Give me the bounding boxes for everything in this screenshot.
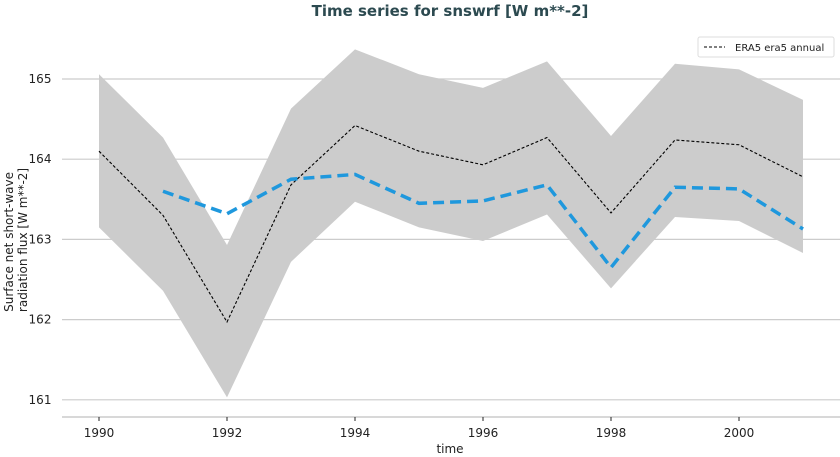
y-axis-label-line-2: radiation flux [W m**-2] xyxy=(16,168,30,312)
legend-label-era5: ERA5 era5 annual xyxy=(735,43,824,54)
x-axis-label: time xyxy=(436,442,463,456)
y-axis-label-line-1: Surface net short-wave xyxy=(2,172,16,312)
x-tick-label: 1994 xyxy=(340,426,371,440)
uncertainty-band xyxy=(99,49,803,398)
y-tick-label: 163 xyxy=(29,232,52,246)
series-line-0 xyxy=(98,124,804,324)
x-tick-label: 1998 xyxy=(596,426,627,440)
y-tick-label: 165 xyxy=(29,72,52,86)
y-tick-label: 162 xyxy=(29,313,52,327)
y-axis-label: Surface net short-wave radiation flux [W… xyxy=(2,168,30,312)
x-tick-label: 2000 xyxy=(724,426,755,440)
x-tick-label: 1996 xyxy=(468,426,499,440)
series-line-1 xyxy=(162,172,804,271)
x-tick-label: 1990 xyxy=(84,426,115,440)
chart-title: Time series for snswrf [W m**-2] xyxy=(312,2,589,20)
y-tick-label: 161 xyxy=(29,393,52,407)
y-tick-label: 164 xyxy=(29,152,52,166)
x-tick-label: 1992 xyxy=(212,426,243,440)
legend: ERA5 era5 annual xyxy=(697,36,835,58)
